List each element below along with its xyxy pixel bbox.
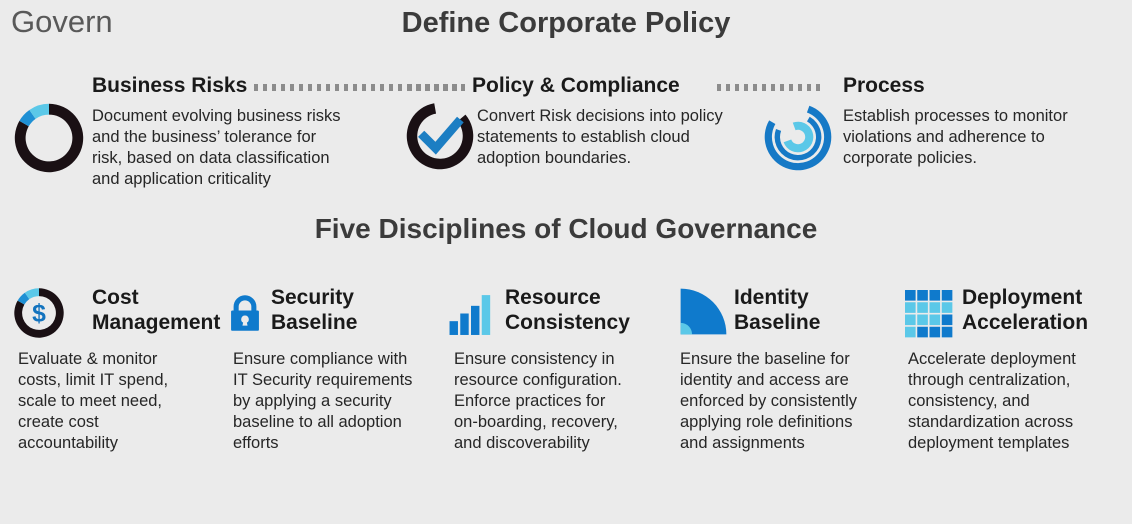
svg-text:$: $ [32, 300, 46, 327]
